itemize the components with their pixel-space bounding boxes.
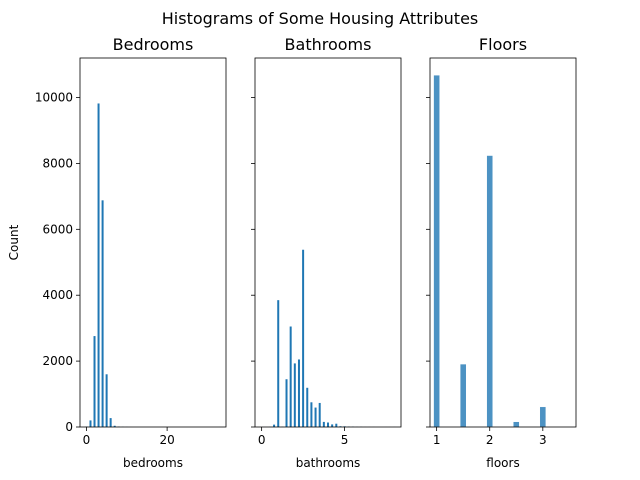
x-tick-label: 20 [159,433,174,447]
bar [273,424,276,427]
x-tick-label: 3 [539,433,547,447]
bar [335,423,338,427]
bar [93,336,96,427]
x-tick-label: 0 [258,433,266,447]
bar [97,103,100,427]
y-tick-label: 4000 [42,288,73,302]
y-axis-label: Count [7,224,21,260]
y-tick-label: 6000 [42,222,73,236]
x-tick-label: 1 [433,433,441,447]
x-tick-label: 5 [341,433,349,447]
bar [306,387,309,427]
bar [297,359,300,427]
figure-title: Histograms of Some Housing Attributes [162,9,479,28]
axes-frame [254,57,402,428]
bar [302,249,305,427]
axes-frame [429,57,577,428]
bar [486,155,494,428]
panel-bathrooms: Bathrooms 0 5 bathrooms [251,35,402,470]
bar [327,422,329,427]
bar [322,421,325,427]
bar [433,74,440,428]
y-tick-label: 0 [65,420,73,434]
bar [314,407,317,427]
y-tick-label: 10000 [35,91,73,105]
panel-bedrooms: Bedrooms 0 20 0 2000 4000 6000 8000 10000 bedroom… [7,35,227,470]
bar [101,200,104,427]
bar [331,424,334,427]
panel-title: Floors [479,35,527,54]
y-tick-label: 2000 [42,354,73,368]
bar [289,326,292,427]
panel-title: Bathrooms [285,35,372,54]
x-axis-label: bedrooms [123,456,183,470]
bar [459,363,467,428]
bar [318,402,321,427]
axes-frame [79,57,227,428]
bar [512,421,520,428]
x-axis-label: bathrooms [296,456,361,470]
bar [105,374,108,427]
bar [539,406,547,428]
y-tick-label: 8000 [42,156,73,170]
bar [277,300,280,427]
bar [89,420,92,427]
x-tick-label: 0 [83,433,91,447]
panel-floors: Floors 1 2 3 floors [426,35,577,470]
bar [113,425,116,427]
bar [109,418,112,427]
x-tick-label: 2 [486,433,494,447]
x-axis-label: floors [486,456,519,470]
bar [285,379,288,427]
bar [293,363,296,427]
panel-title: Bedrooms [113,35,194,54]
bar [310,402,313,427]
